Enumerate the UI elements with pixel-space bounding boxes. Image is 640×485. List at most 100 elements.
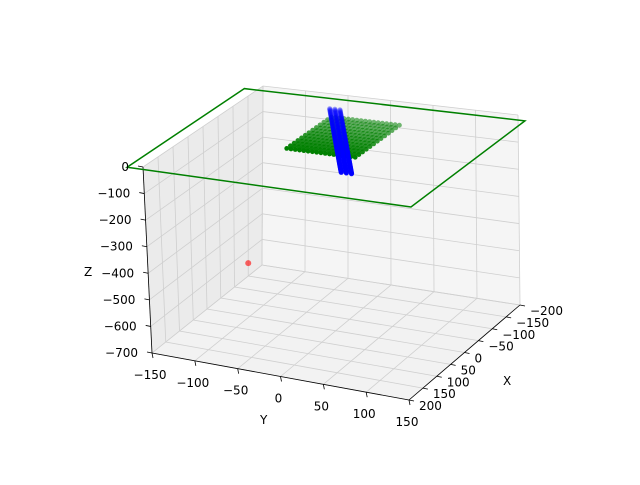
green-dot	[309, 149, 315, 155]
blue-dot	[328, 113, 334, 119]
y-tick-mark	[194, 360, 197, 366]
blue-dot	[339, 117, 345, 123]
blue-dot	[338, 116, 345, 122]
green-dot	[385, 130, 391, 136]
green-dot	[301, 148, 307, 154]
blue-dot	[338, 114, 344, 120]
blue-dot	[333, 115, 340, 121]
z-grid-line	[145, 136, 519, 221]
blue-dot	[333, 114, 339, 121]
green-dot	[314, 149, 320, 155]
blue-dot	[333, 113, 339, 120]
blue-dot	[333, 112, 339, 118]
z-axis-label: Z	[84, 265, 92, 279]
blue-dot	[332, 106, 338, 112]
x-tick-mark	[436, 375, 442, 378]
green-dot	[292, 147, 298, 152]
blue-dot	[329, 117, 335, 124]
blue-dot	[332, 109, 338, 115]
blue-dot	[334, 117, 340, 123]
z-grid-line	[149, 213, 520, 301]
green-dot	[297, 147, 302, 153]
blue-dot	[343, 170, 349, 176]
y-tick-label: 100	[353, 407, 376, 421]
x-tick-label: −200	[530, 304, 563, 318]
green-dot	[305, 148, 311, 154]
y-tick-label: 150	[396, 415, 419, 429]
blue-dot	[333, 112, 339, 119]
blue-dot	[327, 106, 333, 113]
blue-dot	[338, 169, 344, 175]
y-tick-label: −100	[176, 376, 209, 390]
x-tick-mark	[492, 328, 498, 331]
green-dot	[322, 150, 328, 156]
y-tick-mark	[365, 392, 368, 398]
y-tick-label: 50	[314, 399, 329, 413]
x-tick-mark	[408, 399, 415, 402]
z-tick-mark	[144, 298, 150, 301]
blue-dot	[328, 112, 334, 118]
x-tick-mark	[422, 387, 428, 390]
blue-dot	[337, 109, 343, 115]
floor-pane	[152, 265, 520, 400]
green-dot	[288, 146, 294, 152]
z-tick-mark	[139, 192, 145, 194]
z-tick-mark	[141, 245, 147, 248]
z-tick-label: 0	[121, 160, 129, 174]
x-tick-mark	[450, 363, 456, 366]
z-grid-line	[146, 162, 519, 248]
z-tick-label: −300	[100, 240, 133, 254]
x-tick-label: −100	[502, 328, 535, 342]
green-dot	[327, 151, 332, 157]
green-dot	[360, 149, 365, 155]
x-tick-mark	[519, 304, 526, 307]
blue-dot	[334, 118, 340, 124]
green-dot	[397, 122, 402, 128]
green-dot	[393, 125, 399, 131]
blue-dot	[327, 110, 334, 116]
x-tick-label: 100	[447, 375, 470, 389]
z-grid-line	[142, 85, 519, 168]
x-tick-label: 150	[433, 387, 456, 401]
blue-dot	[337, 107, 343, 113]
data-marks	[125, 87, 527, 267]
blue-dot	[327, 108, 333, 114]
z-tick-label: −400	[101, 266, 134, 280]
green-dot	[371, 141, 377, 147]
blue-dot	[334, 116, 340, 122]
y-tick-label: −50	[223, 384, 248, 398]
green-dot	[367, 144, 373, 149]
blue-dot	[337, 110, 344, 117]
x-tick-mark	[506, 316, 512, 319]
blue-dot	[328, 114, 334, 120]
blue-dot	[327, 107, 333, 114]
blue-dot	[332, 110, 339, 116]
z-tick-mark	[140, 218, 146, 221]
z-tick-label: −700	[105, 346, 138, 360]
blue-dot	[338, 112, 344, 118]
x-tick-label: −150	[516, 316, 549, 330]
blue-dot	[337, 108, 343, 114]
green-dot	[352, 154, 358, 160]
z-grid-line	[147, 187, 520, 274]
blue-dot	[329, 116, 335, 123]
blue-dot	[337, 109, 344, 116]
green-dot	[318, 150, 324, 156]
x-tick-label: 200	[419, 399, 442, 413]
blue-dot	[339, 118, 345, 124]
x-tick-mark	[464, 352, 470, 354]
x-axis-label: X	[503, 374, 511, 388]
z-tick-label: −500	[102, 293, 135, 307]
green-dot	[378, 136, 384, 141]
z-tick-label: −600	[104, 319, 137, 333]
x-tick-mark	[478, 340, 484, 343]
blue-dot	[338, 115, 344, 121]
green-dot	[363, 146, 369, 152]
y-tick-mark	[322, 384, 325, 390]
blue-dot	[332, 107, 338, 113]
blue-dot	[332, 108, 338, 114]
z-axis-line	[142, 166, 153, 354]
y-tick-mark	[237, 368, 240, 374]
